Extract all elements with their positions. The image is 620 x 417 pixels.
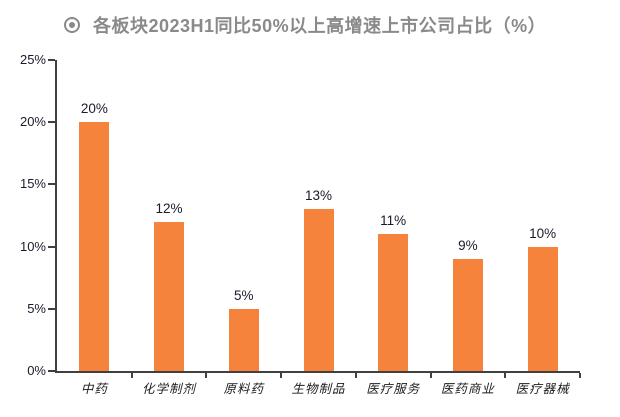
bar-value-label: 11% [380,213,407,229]
bar [452,259,483,371]
bar [303,209,334,371]
chart-title-row: 各板块2023H1同比50%以上高增速上市公司占比（%） [64,12,546,38]
x-category-label: 生物制品 [291,382,346,396]
x-axis-tick [354,373,357,378]
x-category-label: 原料药 [223,382,265,396]
x-category-label: 医疗器械 [515,382,570,396]
bar [527,246,558,371]
y-tick-label: 15% [19,176,46,192]
x-category-label: 医疗服务 [366,382,421,396]
x-category-label: 化学制剂 [142,382,197,396]
y-axis-tick [48,183,55,186]
x-category-label: 医药商业 [440,382,495,396]
bar [154,221,185,371]
y-axis-tick [48,307,55,310]
y-axis-tick [48,121,55,124]
bar [378,234,409,371]
y-tick-label: 20% [19,114,46,130]
bar [228,308,259,371]
y-axis-tick [48,59,55,61]
y-axis-tick [48,370,55,372]
x-axis-tick [130,373,133,378]
target-bullet-icon [64,17,80,33]
bar-value-label: 12% [155,200,183,216]
bar-value-label: 13% [304,188,332,204]
chart-title: 各板块2023H1同比50%以上高增速上市公司占比（%） [93,16,547,36]
y-tick-label: 25% [19,52,46,67]
x-axis-tick [504,373,507,378]
x-category-label: 中药 [80,382,108,396]
y-axis-line [55,60,57,373]
bar-value-label: 10% [529,225,557,241]
y-axis-tick [48,245,55,248]
y-tick-label: 5% [27,300,46,316]
x-axis-tick [429,373,432,378]
x-axis-tick [205,373,208,378]
bar-value-label: 9% [458,238,478,254]
x-axis-tick [280,373,283,378]
target-bullet-dot [69,22,75,28]
bar-value-label: 20% [80,101,108,117]
bar-value-label: 5% [234,287,254,303]
y-tick-label: 0% [27,363,46,378]
x-axis-tick [579,373,581,378]
y-tick-label: 10% [19,238,46,254]
bar [79,122,110,371]
x-axis-line [55,371,580,373]
